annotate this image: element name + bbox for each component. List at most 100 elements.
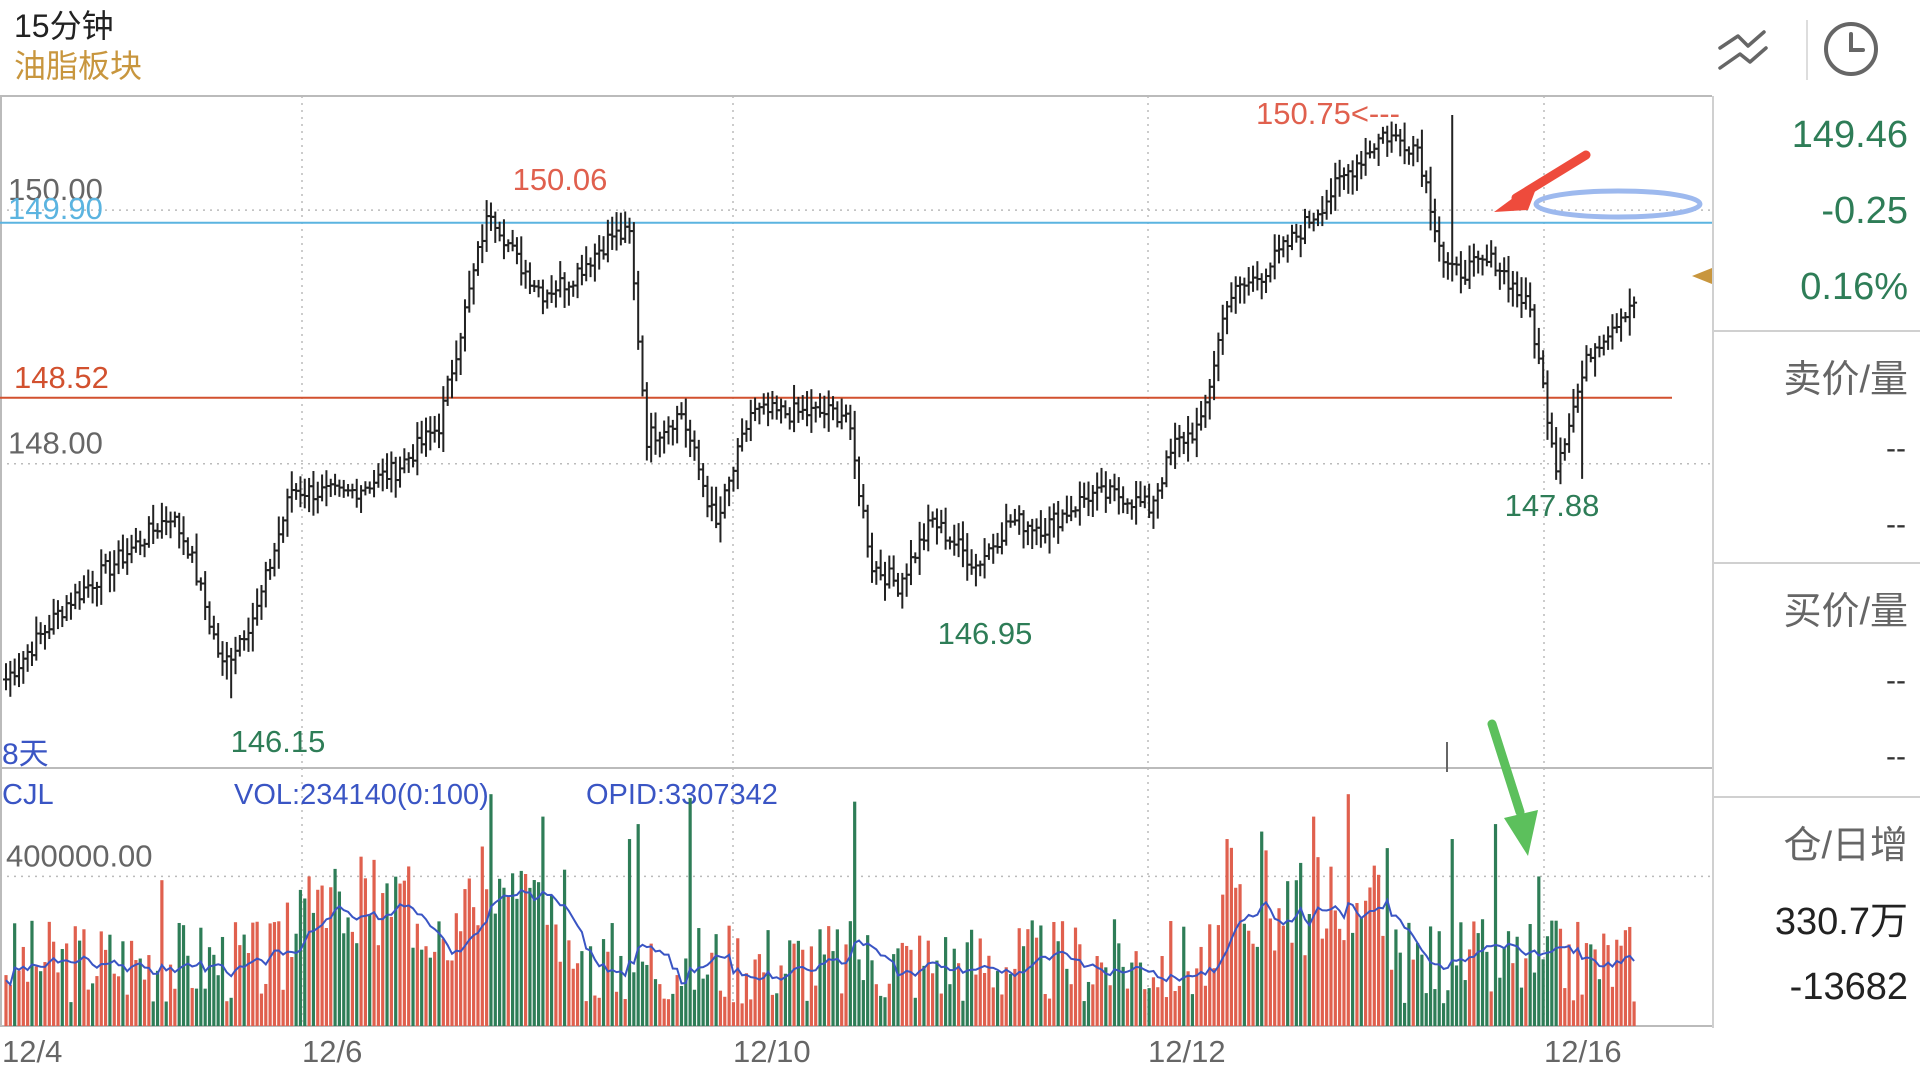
volume-bar (779, 965, 783, 1026)
volume-bar (1615, 939, 1619, 1026)
price-bar (1033, 518, 1040, 546)
volume-bar (86, 989, 90, 1026)
volume-bar (1338, 928, 1342, 1026)
price-bar (401, 448, 408, 474)
volume-bar (1428, 926, 1433, 1026)
volume-bar (78, 940, 82, 1026)
price-bar (41, 624, 48, 650)
volume-bar (571, 968, 575, 1026)
price-bar (739, 418, 746, 452)
volume-bar (1195, 968, 1199, 1026)
volume-bar (1602, 933, 1606, 1026)
volume-bar (1394, 929, 1398, 1026)
volume-bar (298, 889, 303, 1026)
volume-bar (744, 973, 749, 1026)
price-bar (392, 456, 399, 498)
price-bar (656, 431, 663, 458)
volume-bar (1632, 1001, 1636, 1026)
price-bar (1159, 477, 1166, 499)
volume-bar (1493, 824, 1498, 1026)
price-bar (496, 221, 503, 242)
volume-bar (1082, 1001, 1086, 1026)
price-bar (1626, 288, 1633, 336)
price-bar (3, 663, 9, 691)
volume-bar (1567, 944, 1571, 1026)
volume-bar (385, 883, 389, 1026)
volume-bar (1260, 831, 1264, 1026)
volume-bar (1294, 880, 1298, 1026)
price-bar (609, 216, 616, 250)
volume-bar (82, 929, 86, 1026)
price-bar (552, 280, 559, 308)
price-bar (176, 512, 183, 549)
volume-bar (1441, 1003, 1446, 1026)
volume-bar (1346, 794, 1350, 1026)
volume-bar (446, 960, 450, 1026)
volume-bar (536, 882, 541, 1026)
volume-bar (1299, 862, 1303, 1026)
volume-bar (177, 922, 181, 1026)
volume-bar (1515, 936, 1519, 1026)
volume-bar (203, 988, 207, 1026)
price-tick-label: 148.00 (8, 426, 103, 461)
green-arrow-shaft (1487, 719, 1525, 817)
clock-icon[interactable] (1820, 18, 1882, 80)
volume-bar (718, 990, 723, 1026)
volume-bar (1437, 931, 1441, 1026)
price-bar (903, 563, 910, 597)
price-bar (115, 540, 122, 575)
volume-bar (173, 988, 177, 1026)
price-bar (1133, 481, 1140, 525)
volume-bar (281, 989, 285, 1026)
price-bar (959, 521, 966, 568)
volume-bar (593, 995, 597, 1026)
volume-bar (931, 973, 935, 1026)
volume-bar (1134, 951, 1138, 1026)
price-bar (258, 585, 265, 620)
price-bar (964, 533, 971, 581)
volume-bar (47, 921, 51, 1026)
volume-bar (1593, 949, 1597, 1026)
price-bar (1336, 159, 1343, 197)
volume-bar (883, 997, 887, 1026)
price-bar (202, 571, 209, 621)
x-axis-label: 12/16 (1544, 1034, 1622, 1069)
volume-bar (181, 925, 186, 1026)
price-bar (1219, 304, 1226, 355)
volume-bar (1563, 988, 1567, 1026)
price-bar (1081, 482, 1088, 508)
volume-bar (467, 878, 471, 1026)
volume-bar (1606, 945, 1610, 1026)
price-bar (1492, 246, 1499, 277)
volume-bar (121, 941, 125, 1026)
volume-bar (1372, 865, 1376, 1026)
price-bar (1345, 164, 1352, 194)
price-bar (851, 410, 858, 479)
volume-bar (619, 955, 623, 1026)
price-bar (743, 420, 750, 442)
price-bar (630, 222, 637, 301)
price-bar (384, 453, 391, 489)
price-bar (1306, 210, 1313, 229)
volume-bar (822, 954, 826, 1026)
volume-bar (627, 839, 632, 1026)
volume-bar (8, 984, 12, 1026)
price-bar (46, 614, 53, 640)
draw-tool-icon[interactable] (1714, 18, 1774, 78)
price-bar (522, 259, 529, 289)
price-bar (358, 485, 365, 513)
volume-bar (1537, 876, 1541, 1026)
volume-bar (134, 960, 138, 1026)
volume-bar (1039, 925, 1043, 1026)
volume-bar (1446, 990, 1450, 1026)
volume-bar (913, 997, 917, 1026)
price-bar (1544, 370, 1551, 440)
price-bar (526, 262, 533, 295)
price-volume-chart[interactable]: 150.00 148.00 149.90 148.52 150.06 146.15 146.… (0, 0, 1712, 1080)
volume-bar (433, 951, 437, 1026)
volume-bar (498, 878, 502, 1026)
price-bar (791, 384, 798, 433)
price-bar (1483, 244, 1490, 267)
volume-bar (1242, 923, 1246, 1026)
volume-bar (991, 987, 995, 1026)
